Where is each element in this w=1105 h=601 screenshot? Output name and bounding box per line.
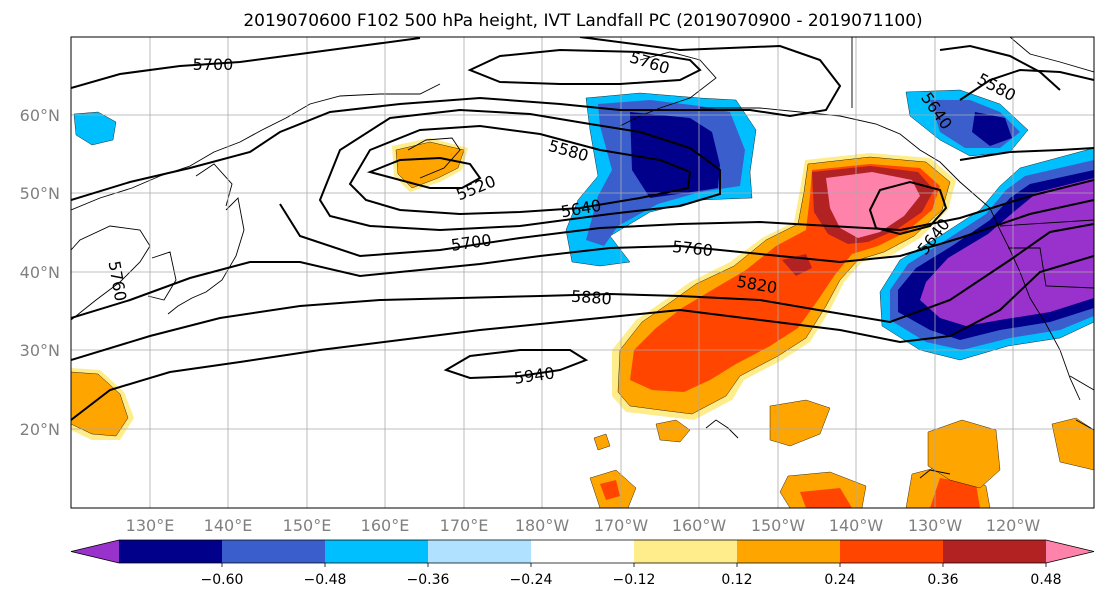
contour-label: 5880 — [570, 287, 612, 309]
lon-label: 170°W — [594, 516, 649, 535]
contour-5520 — [366, 156, 482, 189]
map-panel: 5700 5760 5580 5640 5580 5520 5640 5700 … — [70, 36, 1095, 509]
colorbar-segment — [428, 540, 532, 563]
negative-region — [972, 112, 1012, 146]
negative-region — [920, 178, 1094, 326]
positive-region — [71, 371, 129, 437]
colorbar-segment — [531, 540, 635, 563]
colorbar-outline — [70, 539, 1095, 564]
colorbar-tick-label: −0.24 — [510, 572, 553, 588]
coastline — [919, 469, 951, 479]
border — [999, 219, 1094, 227]
korea-coastline — [147, 251, 177, 301]
positive-region — [800, 488, 852, 508]
contour — [959, 68, 1094, 101]
colorbar-tick-label: −0.36 — [407, 572, 450, 588]
japan-coastline — [167, 197, 245, 315]
contour-5580 — [348, 124, 692, 216]
map-frame — [70, 36, 1095, 509]
positive-region — [782, 254, 812, 276]
plot-title: 2019070600 F102 500 hPa height, IVT Land… — [243, 11, 922, 31]
hawaii-coastline — [705, 419, 739, 439]
border — [1075, 419, 1094, 431]
north-america-coastline — [700, 107, 1081, 401]
colorbar-segment — [943, 540, 1047, 563]
sakhalin-coastline — [195, 163, 233, 207]
contour-5880 — [71, 255, 1094, 421]
lon-label: 160°E — [361, 516, 410, 535]
lon-label: 130°W — [908, 516, 963, 535]
coastlines — [71, 37, 1094, 479]
colorbar-tick-label: −0.48 — [304, 572, 347, 588]
contour-5640 — [318, 108, 721, 232]
lat-label: 30°N — [20, 341, 60, 360]
positive-region — [1051, 417, 1094, 471]
contour-label: 5700 — [193, 55, 234, 74]
height-contours — [71, 37, 1094, 421]
lat-label: 20°N — [20, 420, 60, 439]
longitude-labels: 130°E 140°E 150°E 160°E 170°E 180°W 170°… — [126, 516, 1041, 535]
contour — [868, 180, 948, 236]
lon-label: 170°E — [440, 516, 489, 535]
contour-5700 — [279, 179, 1094, 258]
colorbar-segment — [119, 540, 223, 563]
positive-region — [769, 399, 831, 447]
colorbar-tick-label: 0.12 — [721, 572, 752, 588]
colorbar-segment — [840, 540, 944, 563]
contour — [579, 37, 842, 118]
contour — [71, 96, 621, 201]
lon-label: 140°E — [204, 516, 253, 535]
positive-region — [600, 480, 620, 500]
colorbar-segment — [222, 540, 326, 563]
colorbar: −0.60 −0.48 −0.36 −0.24 −0.12 0.12 0.24 0.36 0.4… — [70, 539, 1095, 588]
positive-region — [655, 419, 691, 443]
contour-5940 — [443, 349, 589, 380]
latitude-labels: 60°N 50°N 40°N 30°N 20°N — [20, 106, 60, 439]
gridlines — [71, 37, 1094, 508]
contour — [939, 44, 1061, 91]
positive-region — [927, 419, 1001, 489]
lat-label: 50°N — [20, 184, 60, 203]
negative-region — [73, 111, 117, 146]
lat-label: 60°N — [20, 106, 60, 125]
colorbar-extend-low — [71, 540, 119, 563]
negative-region — [630, 112, 720, 198]
contour-5760 — [467, 48, 702, 85]
colorbar-tick-label: −0.12 — [613, 572, 656, 588]
colorbar-tick-label: −0.60 — [201, 572, 244, 588]
lon-label: 150°W — [751, 516, 806, 535]
colorbar-extend-high — [1046, 540, 1094, 563]
lon-label: 120°W — [986, 516, 1041, 535]
colorbar-tick-label: 0.48 — [1030, 572, 1061, 588]
contour-label: 5760 — [671, 237, 713, 260]
contour-5760 — [71, 199, 1094, 319]
positive-region — [395, 141, 465, 189]
lat-label: 40°N — [20, 263, 60, 282]
contour — [959, 147, 1094, 161]
border — [1069, 375, 1094, 391]
asia-coastline — [71, 83, 441, 211]
colorbar-tick-label: 0.24 — [824, 572, 855, 588]
colorbar-segment — [325, 540, 429, 563]
lon-label: 160°W — [672, 516, 727, 535]
lon-label: 180°W — [515, 516, 570, 535]
positive-region — [593, 433, 611, 451]
positive-region — [930, 478, 980, 508]
lon-label: 150°E — [283, 516, 332, 535]
lon-label: 130°E — [126, 516, 175, 535]
lon-label: 140°W — [829, 516, 884, 535]
contour-5820 — [71, 223, 1094, 361]
kamchatka-coastline — [407, 137, 461, 179]
border — [1008, 247, 1094, 289]
border — [1009, 37, 1094, 73]
colorbar-segment — [634, 540, 738, 563]
contour-5700 — [71, 37, 421, 89]
colorbar-tick-label: 0.36 — [927, 572, 958, 588]
colorbar-segment — [737, 540, 841, 563]
